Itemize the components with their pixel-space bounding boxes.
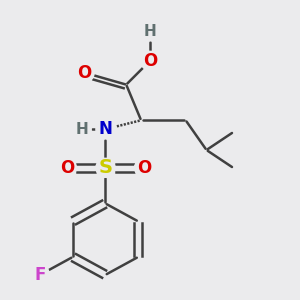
Text: N: N xyxy=(98,120,112,138)
Circle shape xyxy=(140,51,160,70)
Text: H: H xyxy=(144,24,156,39)
Circle shape xyxy=(75,63,94,82)
Circle shape xyxy=(72,120,91,139)
Circle shape xyxy=(134,158,154,177)
Text: S: S xyxy=(98,158,112,177)
Circle shape xyxy=(96,158,115,177)
Text: O: O xyxy=(77,64,92,82)
Text: O: O xyxy=(60,159,74,177)
Text: O: O xyxy=(143,52,157,70)
Text: O: O xyxy=(137,159,151,177)
Text: F: F xyxy=(34,266,46,284)
Circle shape xyxy=(31,265,50,284)
Text: H: H xyxy=(75,122,88,137)
Circle shape xyxy=(57,158,76,177)
Circle shape xyxy=(96,120,115,139)
Circle shape xyxy=(140,22,160,40)
